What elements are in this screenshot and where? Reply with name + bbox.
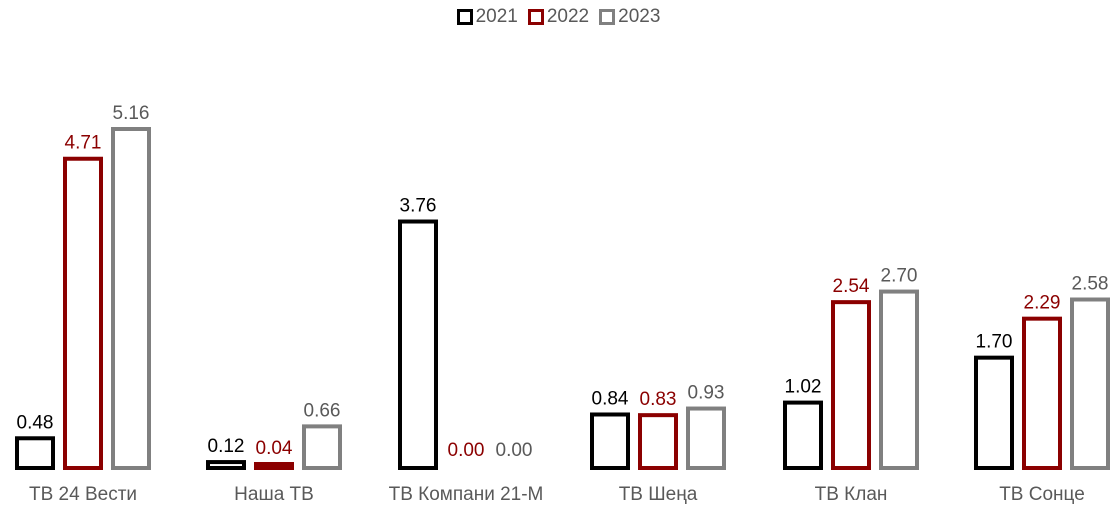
bar-2022-4 [831,300,871,470]
data-label-2023-3: 0.93 [688,383,725,404]
legend-swatch-2021 [456,9,473,25]
legend-label-2021: 2021 [475,6,518,27]
legend-swatch-2022 [527,9,544,25]
data-label-2022-5: 2.29 [1024,293,1061,314]
bar-2023-0 [111,127,151,470]
legend-label-2023: 2023 [618,6,661,27]
data-label-2023-1: 0.66 [304,400,341,421]
data-label-2022-4: 2.54 [833,276,870,297]
data-label-2021-0: 0.48 [17,412,54,433]
bar-2021-2 [398,219,438,470]
x-tick-label-3: ТВ Шеңа [619,484,698,505]
bar-2023-1 [302,424,342,471]
x-tick-label-2: ТВ Компани 21-М [389,484,544,505]
data-label-2022-1: 0.04 [256,438,293,459]
data-label-2023-4: 2.70 [881,266,918,287]
data-label-2021-2: 3.76 [400,196,437,217]
legend-item-2022: 2022 [527,6,590,28]
bar-2023-3 [686,406,726,471]
legend: 2021 2022 2023 [0,6,1117,28]
bar-2022-5 [1022,316,1062,470]
legend-item-2021: 2021 [456,6,518,28]
x-tick-label-5: ТВ Сонце [999,484,1085,505]
bar-2021-5 [974,355,1014,470]
data-label-2023-0: 5.16 [113,103,150,124]
legend-label-2022: 2022 [546,6,590,27]
bar-2021-0 [15,436,55,471]
data-label-2021-5: 1.70 [976,332,1013,353]
bar-2021-3 [590,412,630,470]
bar-2021-4 [783,400,823,470]
data-label-2022-3: 0.83 [640,389,677,410]
data-label-2021-4: 1.02 [785,377,822,398]
x-tick-label-4: ТВ Клан [815,484,888,505]
bar-2023-4 [879,289,919,470]
bar-2021-1 [206,460,246,470]
x-tick-label-0: ТВ 24 Вести [29,484,137,505]
data-label-2022-2: 0.00 [448,440,485,461]
bar-2022-1 [254,462,294,470]
data-label-2023-5: 2.58 [1072,274,1109,295]
data-label-2023-2: 0.00 [496,440,533,461]
bar-2022-0 [63,156,103,470]
bar-2022-3 [638,413,678,471]
data-label-2021-1: 0.12 [208,436,245,457]
data-label-2022-0: 4.71 [65,133,102,154]
legend-item-2023: 2023 [599,6,660,28]
bar-2023-5 [1070,297,1110,470]
legend-swatch-2023 [599,9,616,25]
x-tick-label-1: Наша ТВ [234,484,314,505]
data-label-2021-3: 0.84 [592,388,629,409]
